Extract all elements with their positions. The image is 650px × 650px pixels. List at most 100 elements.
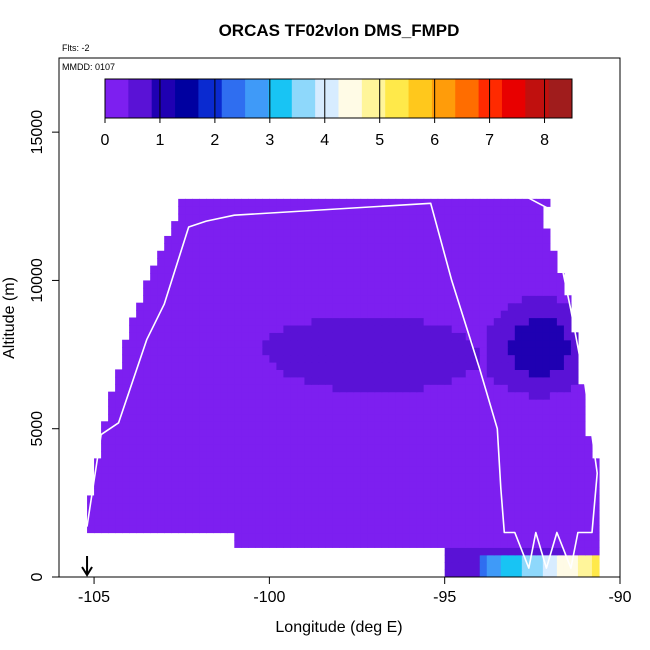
- heatmap-cell: [206, 235, 214, 244]
- heatmap-cell: [318, 384, 327, 393]
- heatmap-cell: [248, 443, 256, 452]
- heatmap-cell: [220, 443, 228, 452]
- heatmap-cell: [283, 273, 292, 282]
- heatmap-cell: [136, 450, 144, 459]
- heatmap-cell: [192, 354, 200, 363]
- heatmap-cell: [262, 295, 270, 304]
- heatmap-cell: [311, 406, 320, 415]
- heatmap-cell: [577, 539, 586, 548]
- heatmap-cell: [402, 399, 411, 408]
- heatmap-cell: [367, 198, 376, 207]
- heatmap-cell: [360, 443, 369, 452]
- heatmap-cell: [416, 443, 425, 452]
- heatmap-cell: [423, 480, 432, 489]
- heatmap-cell: [472, 569, 481, 577]
- heatmap-cell: [528, 332, 537, 341]
- heatmap-cell: [388, 206, 397, 215]
- heatmap-cell: [507, 324, 516, 333]
- heatmap-cell: [416, 510, 425, 519]
- heatmap-cell: [521, 532, 530, 541]
- heatmap-cell: [374, 324, 383, 333]
- heatmap-cell: [178, 324, 186, 333]
- heatmap-cell: [353, 525, 362, 534]
- heatmap-cell: [276, 399, 284, 408]
- heatmap-cell: [437, 510, 446, 519]
- heatmap-cell: [157, 250, 165, 259]
- heatmap-cell: [423, 361, 432, 370]
- heatmap-cell: [556, 495, 565, 504]
- heatmap-cell: [381, 273, 390, 282]
- heatmap-cell: [255, 517, 263, 526]
- heatmap-cell: [157, 376, 165, 385]
- heatmap-cell: [381, 391, 390, 400]
- heatmap-cell: [381, 250, 390, 259]
- heatmap-cell: [234, 339, 242, 348]
- heatmap-cell: [115, 473, 123, 482]
- heatmap-cell: [346, 287, 355, 296]
- heatmap-cell: [325, 280, 334, 289]
- heatmap-cell: [367, 324, 376, 333]
- heatmap-cell: [479, 399, 488, 408]
- heatmap-cell: [297, 450, 306, 459]
- heatmap-cell: [430, 406, 439, 415]
- heatmap-cell: [304, 450, 313, 459]
- heatmap-cell: [402, 384, 411, 393]
- heatmap-cell: [472, 258, 481, 267]
- heatmap-cell: [472, 361, 481, 370]
- heatmap-cell: [185, 361, 193, 370]
- heatmap-cell: [458, 258, 467, 267]
- heatmap-cell: [227, 413, 235, 422]
- heatmap-cell: [465, 458, 474, 467]
- heatmap-cell: [115, 391, 123, 400]
- heatmap-cell: [528, 413, 537, 422]
- heatmap-cell: [451, 221, 460, 230]
- heatmap-cell: [437, 399, 446, 408]
- heatmap-cell: [374, 480, 383, 489]
- heatmap-cell: [486, 525, 495, 534]
- heatmap-cell: [115, 376, 123, 385]
- heatmap-cell: [416, 406, 425, 415]
- heatmap-cell: [514, 235, 523, 244]
- heatmap-cell: [535, 287, 544, 296]
- heatmap-cell: [304, 413, 313, 422]
- heatmap-cell: [290, 213, 299, 222]
- heatmap-cell: [332, 280, 341, 289]
- heatmap-cell: [283, 376, 292, 385]
- heatmap-cell: [395, 221, 404, 230]
- heatmap-cell: [255, 525, 263, 534]
- heatmap-cell: [220, 339, 228, 348]
- heatmap-cell: [577, 517, 586, 526]
- heatmap-cell: [556, 324, 565, 333]
- heatmap-cell: [360, 376, 369, 385]
- heatmap-cell: [451, 324, 460, 333]
- heatmap-cell: [444, 554, 453, 563]
- heatmap-cell: [241, 450, 249, 459]
- heatmap-cell: [528, 406, 537, 415]
- heatmap-cell: [409, 443, 418, 452]
- heatmap-cell: [115, 480, 123, 489]
- heatmap-cell: [374, 525, 383, 534]
- heatmap-cell: [507, 295, 516, 304]
- heatmap-cell: [521, 273, 530, 282]
- heatmap-cell: [521, 391, 530, 400]
- heatmap-cell: [374, 221, 383, 230]
- heatmap-cell: [213, 287, 221, 296]
- heatmap-cell: [521, 539, 530, 548]
- heatmap-cell: [514, 480, 523, 489]
- heatmap-cell: [164, 243, 172, 252]
- heatmap-cell: [388, 517, 397, 526]
- heatmap-cell: [255, 347, 263, 356]
- heatmap-cell: [521, 295, 530, 304]
- heatmap-cell: [409, 539, 418, 548]
- heatmap-cell: [129, 480, 137, 489]
- heatmap-cell: [269, 376, 277, 385]
- heatmap-cell: [367, 532, 376, 541]
- heatmap-cell: [423, 450, 432, 459]
- heatmap-cell: [360, 273, 369, 282]
- colorbar-tick-label: 0: [101, 132, 110, 149]
- heatmap-cell: [493, 376, 502, 385]
- heatmap-cell: [157, 354, 165, 363]
- heatmap-cell: [374, 391, 383, 400]
- heatmap-cell: [395, 213, 404, 222]
- heatmap-cell: [437, 488, 446, 497]
